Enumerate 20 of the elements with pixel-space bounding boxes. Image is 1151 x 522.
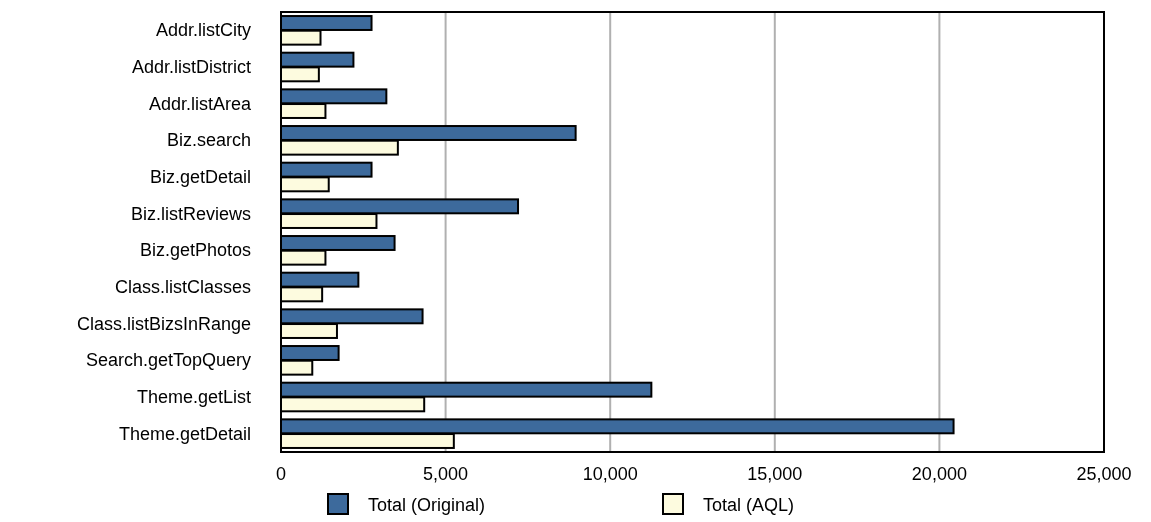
x-tick-label: 0 (275, 464, 287, 484)
y-tick-label: Biz.search (166, 130, 251, 151)
y-tick-label: Addr.listDistrict (131, 57, 251, 77)
y-tick-label: Biz.getDetail (149, 167, 251, 187)
y-tick-label: Biz.listReviews (130, 203, 251, 224)
x-tick-label: 15,000 (747, 464, 803, 484)
x-tick-label: 10,000 (582, 464, 638, 484)
x-tick-label: 25,000 (1076, 464, 1132, 484)
y-tick-label: Search.getTopQuery (85, 350, 251, 371)
legend-label: Total (Original) (368, 495, 486, 515)
y-tick-label: Addr.listArea (148, 93, 252, 114)
y-tick-label: Class.listClasses (114, 277, 251, 297)
y-tick-label: Theme.getList (136, 387, 251, 407)
y-tick-label: Theme.getDetail (118, 423, 251, 444)
x-tick-label: 5,000 (423, 464, 469, 484)
legend-label: Total (AQL) (703, 495, 795, 515)
y-tick-label: Biz.getPhotos (139, 240, 251, 261)
x-tick-label: 20,000 (911, 464, 967, 484)
y-tick-label: Addr.listCity (155, 20, 251, 41)
y-tick-label: Class.listBizsInRange (76, 313, 251, 334)
